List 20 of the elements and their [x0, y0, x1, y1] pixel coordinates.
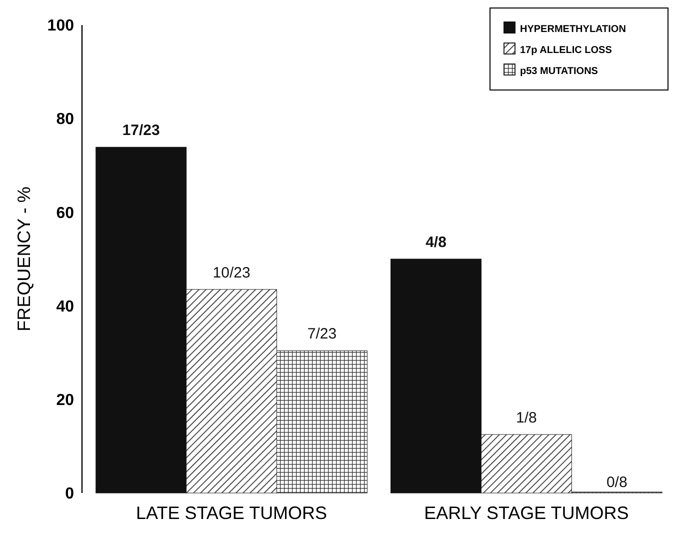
bar	[96, 146, 187, 494]
y-tick-label: 100	[47, 18, 74, 35]
x-tick-label: EARLY STAGE TUMORS	[424, 503, 629, 523]
annotation: 17/23	[122, 122, 160, 140]
annotation: 0/8	[606, 474, 628, 491]
y-tick-label: 20	[56, 392, 74, 409]
y-tick-label: 80	[56, 111, 74, 128]
legend-label: p53 MUTATIONS	[520, 66, 598, 77]
y-axis-title: FREQUENCY - %	[14, 186, 34, 332]
annotation: 1/8	[516, 410, 537, 426]
annotation: 4/8	[426, 234, 446, 251]
y-tick-label: 0	[65, 486, 74, 503]
x-tick-label: LATE STAGE TUMORS	[136, 503, 328, 523]
y-tick-label: 40	[56, 298, 74, 316]
annotation: 7/23	[307, 326, 337, 343]
y-tick-label: 60	[56, 204, 74, 222]
bar	[390, 258, 482, 494]
annotation: 10/23	[212, 264, 250, 282]
legend-label: 17p ALLELIC LOSS	[520, 45, 612, 56]
legend-label: HYPERMETHYLATION	[520, 24, 626, 35]
